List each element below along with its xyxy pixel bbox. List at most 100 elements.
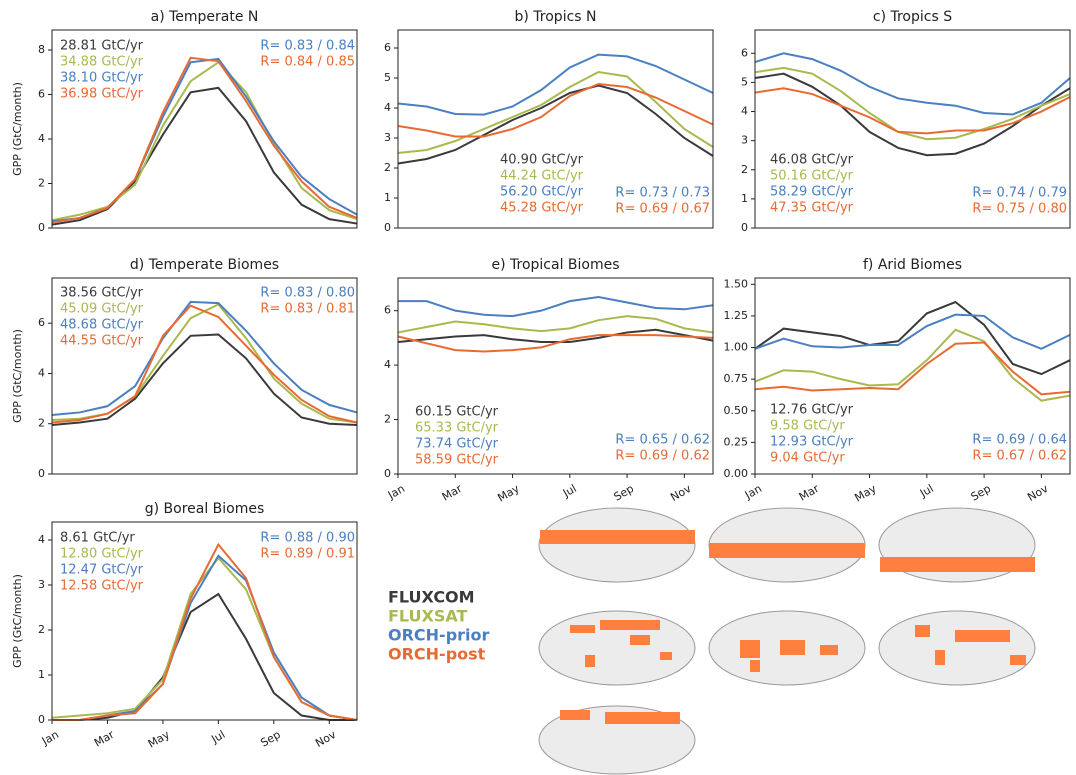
y-axis-label: GPP (GtC/month)	[11, 329, 24, 423]
r-annotation: R= 0.89 / 0.91	[260, 547, 355, 562]
r-annotation: R= 0.69 / 0.62	[615, 449, 710, 464]
plot-frame	[754, 277, 1071, 475]
total-annotation: 45.28 GtC/yr	[500, 201, 584, 216]
series-line	[398, 296, 714, 318]
total-annotation: 12.76 GtC/yr	[770, 403, 854, 418]
r-annotation: R= 0.69 / 0.64	[972, 433, 1067, 448]
y-tick-label: 6	[741, 46, 748, 59]
total-annotation: 9.04 GtC/yr	[770, 451, 845, 466]
series-line	[754, 52, 1071, 116]
series-line	[52, 542, 358, 721]
r-annotation: R= 0.65 / 0.62	[615, 433, 710, 448]
panel-title: d) Temperate Biomes	[130, 257, 279, 273]
y-tick-label: 6	[384, 304, 391, 317]
series-line	[51, 304, 358, 424]
map-tropics-band	[538, 507, 1036, 583]
panel-title: g) Boreal Biomes	[145, 501, 265, 517]
y-tick-label: 0	[384, 221, 391, 234]
r-annotation: R= 0.69 / 0.67	[615, 202, 710, 217]
total-annotation: 44.24 GtC/yr	[500, 169, 584, 184]
y-tick-label: 0.00	[724, 467, 749, 480]
y-tick-label: 4	[741, 105, 748, 118]
y-tick-label: 6	[384, 41, 391, 54]
total-annotation: 65.33 GtC/yr	[415, 421, 499, 436]
r-annotation: R= 0.75 / 0.80	[972, 202, 1067, 217]
series-line	[397, 334, 714, 353]
total-annotation: 40.90 GtC/yr	[500, 153, 584, 168]
legend-entry: FLUXSAT	[388, 607, 468, 626]
x-tick-label: Nov	[1025, 482, 1051, 504]
x-tick-label: Jan	[385, 482, 407, 502]
x-tick-label: Sep	[258, 728, 282, 750]
y-tick-label: 1.25	[724, 309, 749, 322]
total-annotation: 12.47 GtC/yr	[60, 563, 144, 578]
y-tick-label: 8	[38, 43, 45, 56]
total-annotation: 34.88 GtC/yr	[60, 55, 144, 70]
total-annotation: 47.35 GtC/yr	[770, 201, 854, 216]
series-line	[51, 56, 358, 224]
total-annotation: 58.59 GtC/yr	[415, 453, 499, 468]
plot-frame	[51, 29, 358, 229]
x-tick-label: May	[852, 482, 879, 505]
y-tick-label: 6	[38, 316, 45, 329]
y-tick-label: 1	[38, 668, 45, 681]
total-annotation: 46.08 GtC/yr	[770, 153, 854, 168]
map-biomes	[538, 610, 1036, 775]
x-tick-label: May	[146, 728, 173, 751]
total-annotation: 36.98 GtC/yr	[60, 87, 144, 102]
y-tick-label: 2	[38, 177, 45, 190]
total-annotation: 8.61 GtC/yr	[60, 531, 135, 546]
y-tick-label: 4	[38, 366, 45, 379]
y-tick-label: 0	[741, 221, 748, 234]
x-tick-label: Mar	[440, 482, 465, 504]
series-line	[754, 328, 1071, 402]
total-annotation: 12.93 GtC/yr	[770, 435, 854, 450]
y-tick-label: 4	[38, 533, 45, 546]
r-annotation: R= 0.73 / 0.73	[615, 186, 710, 201]
panel-title: f) Arid Biomes	[863, 257, 962, 273]
legend-entry: FLUXCOM	[388, 588, 475, 607]
y-tick-label: 1.00	[724, 341, 749, 354]
y-tick-label: 5	[384, 71, 391, 84]
r-annotation: R= 0.67 / 0.62	[972, 449, 1067, 464]
r-annotation: R= 0.74 / 0.79	[972, 186, 1067, 201]
y-tick-label: 4	[384, 358, 391, 371]
y-tick-label: 2	[741, 163, 748, 176]
x-tick-label: Jul	[917, 482, 936, 500]
y-tick-label: 0	[38, 713, 45, 726]
series-line	[754, 66, 1071, 141]
y-tick-label: 4	[38, 132, 45, 145]
x-tick-label: Jan	[39, 728, 61, 748]
series-line	[51, 86, 358, 226]
plot-frame	[397, 277, 714, 475]
series-line	[52, 592, 357, 721]
total-annotation: 50.16 GtC/yr	[770, 169, 854, 184]
panel-title: c) Tropics S	[873, 9, 952, 25]
legend-entry: ORCH-prior	[388, 626, 490, 645]
series-line	[51, 300, 358, 416]
y-tick-label: 1	[384, 191, 391, 204]
r-annotation: R= 0.83 / 0.80	[260, 286, 355, 301]
plot-frame	[51, 521, 358, 721]
series-line	[754, 341, 1071, 396]
series-line	[754, 300, 1071, 376]
y-tick-label: 1.50	[724, 277, 749, 290]
y-tick-label: 2	[38, 623, 45, 636]
series-line	[397, 328, 714, 343]
total-annotation: 60.15 GtC/yr	[415, 405, 499, 420]
r-annotation: R= 0.83 / 0.81	[260, 302, 355, 317]
r-annotation: R= 0.83 / 0.84	[260, 39, 355, 54]
legend-entry: ORCH-post	[388, 645, 486, 664]
y-axis-label: GPP (GtC/month)	[11, 574, 24, 668]
series-line	[754, 72, 1071, 157]
series-line	[397, 315, 714, 334]
series-line	[397, 82, 714, 138]
total-annotation: 28.81 GtC/yr	[60, 39, 144, 54]
series-line	[397, 70, 714, 154]
x-tick-label: Mar	[797, 482, 822, 504]
x-tick-label: Jul	[208, 728, 227, 746]
x-tick-label: Sep	[612, 482, 636, 504]
y-tick-label: 0.25	[724, 435, 749, 448]
total-annotation: 73.74 GtC/yr	[415, 437, 499, 452]
plot-frame	[51, 277, 358, 475]
